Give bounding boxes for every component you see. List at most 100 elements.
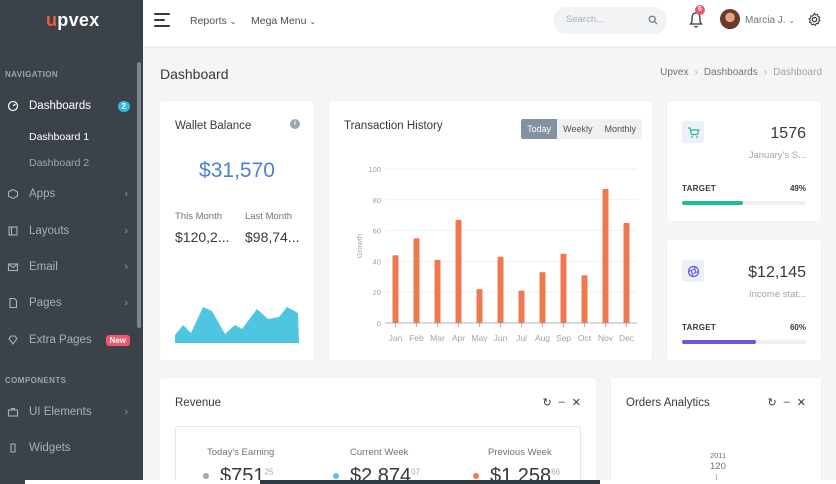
chevron-right-icon: › [763, 67, 768, 78]
revenue-card: Revenue ↻ – ✕ Today's Earning Current We… [160, 378, 596, 484]
y-tick-label: 20 [373, 288, 381, 297]
close-icon[interactable]: ✕ [796, 397, 806, 409]
sidebar-item-label: Pages [29, 297, 62, 309]
refresh-icon[interactable]: ↻ [767, 397, 777, 409]
x-tick-label: Oct [578, 333, 592, 343]
chevron-right-icon: › [124, 188, 128, 200]
sidebar-item-label: Layouts [29, 225, 70, 237]
previous-week-value: $1,25866 [490, 465, 561, 484]
target-percent: 60% [789, 323, 806, 332]
mega-menu[interactable]: Mega Menu ⌄ [251, 15, 317, 27]
orders-year-label: 2011 [710, 451, 727, 460]
x-tick-label: Jan [389, 333, 403, 343]
bar-aug [539, 272, 546, 323]
this-month-value: $120,2... [175, 229, 230, 245]
bar-sep [560, 253, 567, 323]
briefcase-icon [7, 406, 19, 418]
topbar: Reports ⌄ Mega Menu ⌄ 6 Marcia J. ⌄ [143, 0, 836, 46]
revenue-controls: ↻ – ✕ [542, 396, 581, 409]
search-icon[interactable] [648, 15, 658, 25]
sidebar-subitem-dashboard-1[interactable]: Dashboard 1 [29, 131, 90, 143]
sidebar-item-label: Widgets [29, 442, 71, 454]
income-subtitle: Income stat... [748, 289, 806, 300]
reports-menu[interactable]: Reports ⌄ [190, 15, 237, 27]
x-tick-label: Feb [409, 333, 424, 343]
x-tick-label: Jun [494, 333, 508, 343]
transaction-bar-chart: 0 20 40 60 80 100 Growth Jan Feb Mar Apr May Jun Jul A… [355, 165, 637, 343]
sidebar-item-pages[interactable]: Pages › [0, 290, 143, 316]
current-week-label: Current Week [350, 447, 409, 458]
revenue-title: Revenue [175, 397, 222, 409]
x-tick-label: Mar [430, 333, 445, 343]
page-title: Dashboard [160, 66, 229, 82]
close-icon[interactable]: ✕ [571, 397, 581, 409]
gear-icon[interactable] [807, 12, 822, 27]
y-tick-label: 60 [373, 227, 381, 236]
horizontal-scrollbar[interactable] [25, 480, 836, 484]
bar-jul [518, 290, 525, 323]
minimize-icon[interactable]: – [783, 396, 790, 408]
aperture-icon [682, 260, 704, 282]
last-month-label: Last Month [245, 211, 292, 222]
file-icon [7, 297, 19, 309]
bar-mar [434, 259, 441, 323]
previous-week-label: Previous Week [488, 447, 552, 458]
wallet-balance-card: Wallet Balance i $31,570 This Month Last… [160, 101, 314, 360]
sidebar-item-dashboards[interactable]: Dashboards 2 [0, 93, 143, 119]
period-toggle: Today Weekly Monthly [521, 119, 642, 139]
cart-icon [682, 121, 704, 143]
chevron-right-icon: › [124, 225, 128, 237]
tab-today[interactable]: Today [521, 119, 558, 139]
breadcrumb-upvex[interactable]: Upvex [660, 67, 689, 78]
today-dot [203, 473, 209, 479]
refresh-icon[interactable]: ↻ [542, 397, 552, 409]
bar-dec [623, 222, 630, 323]
breadcrumb-dashboards[interactable]: Dashboards [703, 67, 758, 78]
menu-toggle-icon[interactable] [154, 13, 170, 27]
sidebar-item-label: Dashboards [29, 100, 92, 112]
chevron-down-icon: ⌄ [309, 17, 317, 26]
orders-tooltip-line [716, 474, 717, 484]
sidebar-item-apps[interactable]: Apps › [0, 181, 143, 207]
x-tick-label: Nov [598, 333, 614, 343]
info-icon[interactable]: i [290, 119, 300, 129]
logo[interactable]: upvex [46, 10, 100, 30]
chevron-right-icon: › [124, 297, 128, 309]
sidebar-item-email[interactable]: Email › [0, 254, 143, 280]
sidebar-item-extra-pages[interactable]: Extra Pages New [0, 327, 143, 353]
earnings-summary: Today's Earning Current Week Previous We… [175, 426, 581, 484]
this-month-label: This Month [175, 211, 222, 222]
search-input[interactable] [566, 14, 646, 25]
bar-may [476, 289, 483, 323]
income-progress-track [682, 340, 806, 344]
income-progress-fill [682, 340, 757, 344]
cube-icon [7, 188, 19, 200]
orders-title: Orders Analytics [626, 397, 710, 409]
sidebar-item-layouts[interactable]: Layouts › [0, 218, 143, 244]
sidebar-item-label: UI Elements [29, 406, 92, 418]
sidebar-item-label: Email [29, 261, 58, 273]
sidebar-subitem-dashboard-2[interactable]: Dashboard 2 [29, 157, 90, 169]
transactions-title: Transaction History [344, 120, 443, 132]
x-tick-label: Aug [535, 333, 550, 343]
tab-weekly[interactable]: Weekly [557, 119, 599, 139]
chevron-right-icon: › [694, 67, 698, 78]
wallet-amount: $31,570 [199, 159, 275, 182]
sidebar-item-widgets[interactable]: Widgets [0, 435, 143, 461]
orders-analytics-card: Orders Analytics ↻ – ✕ 2011 120 [611, 378, 821, 484]
last-month-value: $98,74... [245, 229, 300, 245]
current-week-value: $2,87407 [350, 465, 421, 484]
minimize-icon[interactable]: – [558, 396, 565, 408]
chevron-down-icon: ⌄ [788, 16, 796, 25]
tab-monthly[interactable]: Monthly [598, 119, 642, 139]
components-section-title: COMPONENTS [5, 376, 67, 385]
sidebar-scrollbar[interactable] [137, 62, 141, 328]
sidebar-item-ui-elements[interactable]: UI Elements › [0, 399, 143, 425]
current-week-dot [333, 473, 339, 479]
bar-apr [455, 219, 462, 323]
avatar[interactable] [720, 9, 740, 29]
bar-jun [497, 256, 504, 323]
sidebar-item-label: Extra Pages [29, 334, 92, 346]
user-menu[interactable]: Marcia J. ⌄ [745, 15, 796, 26]
previous-week-dot [473, 473, 479, 479]
